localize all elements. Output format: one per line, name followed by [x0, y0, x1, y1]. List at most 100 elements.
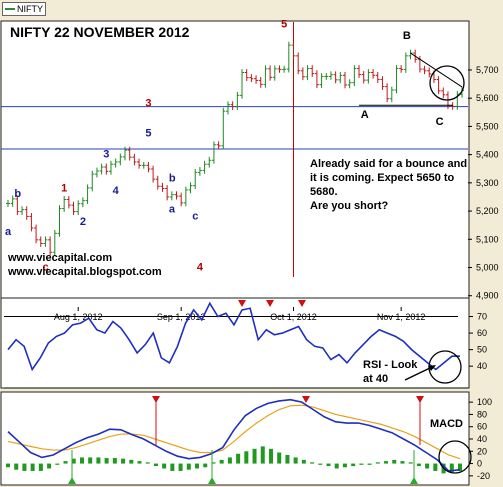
macd-histogram-bar [433, 463, 438, 471]
wave-label: a [169, 203, 176, 215]
macd-tick-label: 100 [477, 397, 492, 407]
macd-polyline [7, 398, 461, 472]
price-bar [146, 161, 151, 173]
price-bar [324, 73, 329, 80]
macd-histogram-bar [458, 463, 462, 471]
macd-histogram-bar [351, 463, 356, 467]
wave-label: 3 [145, 98, 151, 110]
wave-label: 5 [145, 127, 151, 139]
macd-histogram-bar [318, 463, 323, 465]
price-bar [80, 197, 85, 208]
macd-buy-marker [410, 477, 418, 484]
macd-histogram-bar [375, 462, 380, 464]
price-bar [183, 186, 188, 207]
price-bar [94, 167, 99, 178]
rsi-tick-label: 50 [477, 345, 487, 355]
macd-tick-label: 60 [477, 422, 487, 432]
price-bar [20, 206, 25, 216]
price-bar [441, 87, 446, 99]
price-bar [244, 69, 249, 81]
macd-histogram-bar [449, 463, 454, 473]
wave-label: 4 [197, 261, 204, 273]
chart-title: NIFTY 22 NOVEMBER 2012 [10, 24, 190, 40]
macd-histogram-bar [63, 461, 68, 464]
wave-labels: a b c 1 2 3 4 3 5 b a c 4 5 A B C [5, 19, 444, 274]
macd-histogram-bar [416, 463, 421, 467]
price-bar [160, 182, 165, 192]
price-bar [375, 71, 380, 83]
macd-histogram-bar [227, 457, 232, 464]
macd-histogram-bar [30, 463, 35, 471]
price-bar [357, 65, 362, 78]
wave-label: 4 [113, 185, 120, 197]
price-bar [366, 69, 371, 84]
y-tick-label: 5,000 [476, 262, 499, 272]
annotation-line: Are you short? [310, 200, 389, 212]
rsi-series [7, 301, 460, 372]
price-bar [385, 83, 390, 103]
price-bar [76, 200, 81, 216]
price-bar [328, 71, 333, 80]
macd-histogram-bar [22, 463, 27, 471]
macd-histogram-bar [145, 462, 150, 464]
y-tick-label: 5,300 [476, 178, 499, 188]
macd-signal-polyline [7, 404, 461, 460]
annotation-line: 5680. [310, 186, 338, 198]
macd-histogram-bar [14, 463, 19, 470]
macd-histogram [6, 446, 462, 474]
signal-markers [68, 300, 424, 484]
price-bar [305, 65, 310, 81]
rsi-tick-label: 40 [477, 361, 487, 371]
macd-histogram-bar [137, 461, 142, 464]
macd-line [7, 398, 461, 472]
price-bar [361, 71, 366, 84]
y-tick-label: 4,900 [476, 291, 499, 301]
price-bar [151, 165, 156, 183]
macd-tick-label: 20 [477, 446, 487, 456]
macd-histogram-bar [236, 453, 241, 464]
rsi-arrow-head [428, 365, 436, 371]
wave-label: a [5, 226, 12, 238]
macd-histogram-bar [88, 457, 93, 464]
price-bar [123, 146, 128, 161]
price-bar [43, 236, 48, 247]
price-bar [399, 65, 404, 73]
macd-histogram-bar [79, 457, 84, 464]
rsi-annotation: RSI - Look at 40 [363, 359, 418, 385]
macd-histogram-bar [285, 454, 290, 464]
macd-histogram-bar [219, 459, 224, 464]
wave-c-highlight-circle [429, 65, 465, 101]
price-bar [34, 224, 39, 244]
macd-signal-line [7, 404, 461, 460]
macd-histogram-bar [121, 458, 126, 464]
macd-histogram-bar [260, 446, 265, 464]
price-bar [211, 141, 216, 164]
price-bar [108, 160, 113, 175]
price-bar [38, 236, 43, 247]
macd-histogram-bar [203, 463, 208, 468]
macd-histogram-bar [359, 463, 364, 465]
rsi-overbought-marker [266, 300, 274, 307]
macd-histogram-bar [400, 461, 405, 464]
macd-histogram-bar [293, 457, 298, 464]
price-bar [165, 185, 170, 201]
price-bar [254, 75, 259, 84]
price-bar [422, 65, 427, 75]
rsi-tick-label: 70 [477, 312, 487, 322]
macd-histogram-bar [408, 462, 413, 464]
wave-label: c [192, 211, 198, 223]
rsi-note-line: RSI - Look [363, 359, 418, 371]
price-bar [310, 65, 315, 78]
price-bar [99, 163, 104, 175]
macd-histogram-bar [186, 463, 191, 470]
rsi-note-line: at 40 [363, 373, 388, 385]
macd-sell-marker [302, 396, 310, 403]
price-bar [272, 65, 277, 81]
price-series [6, 41, 464, 256]
macd-histogram-bar [342, 463, 347, 468]
macd-histogram-bar [244, 451, 249, 464]
macd-histogram-bar [211, 462, 216, 464]
price-bar [403, 52, 408, 73]
macd-buy-marker [208, 477, 216, 484]
macd-histogram-bar [252, 448, 257, 464]
